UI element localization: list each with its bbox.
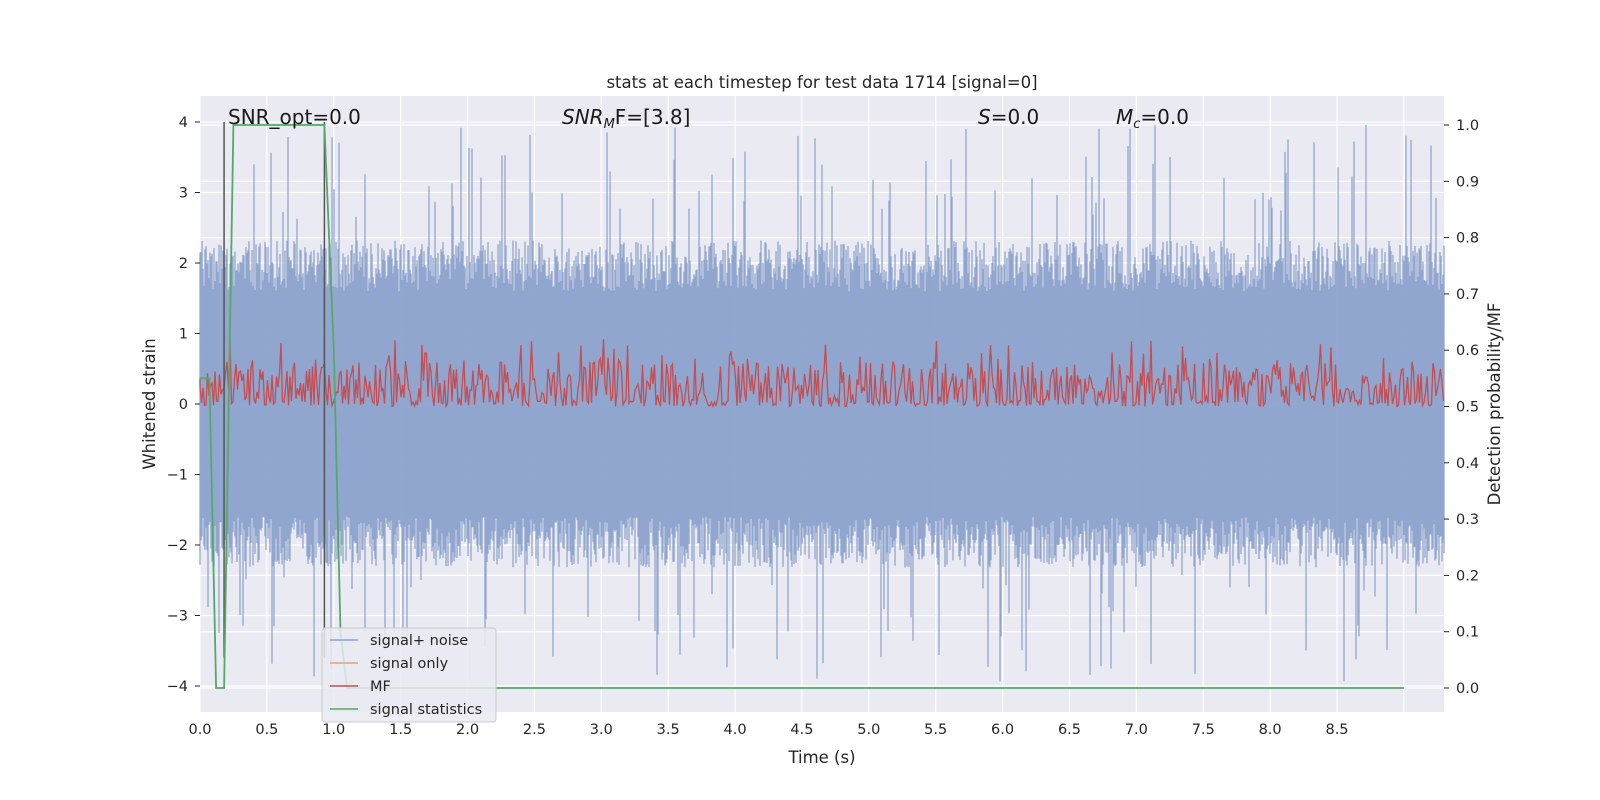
- y-right-tick-label: 0.3: [1456, 512, 1479, 528]
- y-tick-label: −2: [167, 538, 188, 554]
- legend-label-signal-statistics: signal statistics: [370, 702, 482, 718]
- legend-label-signal-noise: signal+ noise: [370, 633, 468, 649]
- x-tick-label: 5.5: [924, 722, 947, 738]
- x-tick-label: 7.5: [1192, 722, 1215, 738]
- x-tick-label: 1.5: [389, 722, 412, 738]
- y-axis-ticks: −4 −3 −2 −1 0 1 2 3 4: [167, 115, 200, 695]
- y-tick-label: 4: [179, 115, 188, 131]
- y-tick-label: −1: [167, 468, 188, 484]
- legend: signal+ noise signal only MF signal stat…: [321, 627, 497, 723]
- y-tick-label: −3: [167, 609, 188, 625]
- y-right-tick-label: 0.7: [1456, 287, 1479, 303]
- legend-box: [321, 627, 497, 723]
- mf-line: [199, 339, 1445, 409]
- x-axis-label: Time (s): [787, 748, 855, 767]
- legend-label-signal-only: signal only: [370, 656, 449, 672]
- x-tick-label: 1.0: [322, 722, 345, 738]
- x-tick-label: 7.0: [1125, 722, 1148, 738]
- y-right-tick-label: 0.1: [1456, 625, 1479, 641]
- snr-opt-annotation: SNR_opt=0.0: [228, 105, 361, 129]
- mc-rest: =0.0: [1140, 105, 1189, 129]
- s-var: S: [978, 105, 991, 129]
- x-tick-label: 0.5: [255, 722, 278, 738]
- legend-label-mf: MF: [370, 679, 391, 695]
- x-axis-ticks: 0.0 0.5 1.0 1.5 2.0 2.5 3.0 3.5 4.0 4.5 5.0 5.5 6.0 6…: [188, 722, 1348, 738]
- plot-area: [199, 122, 1445, 689]
- y-tick-label: −4: [167, 679, 188, 695]
- snr-mf-annotation: SNRMF=[3.8]: [562, 105, 690, 132]
- x-tick-label: 6.5: [1058, 722, 1081, 738]
- x-tick-label: 2.5: [523, 722, 546, 738]
- snr-mf-base: SNR: [562, 105, 604, 129]
- x-tick-label: 6.0: [991, 722, 1014, 738]
- y-right-tick-label: 0.0: [1456, 681, 1479, 697]
- s-annotation: S=0.0: [978, 105, 1039, 129]
- x-tick-label: 8.5: [1325, 722, 1348, 738]
- y-right-tick-label: 0.4: [1456, 456, 1479, 472]
- snr-mf-rest: F=[3.8]: [615, 105, 691, 129]
- y-right-tick-label: 0.5: [1456, 400, 1479, 416]
- y-tick-label: 0: [179, 397, 188, 413]
- x-tick-label: 3.5: [657, 722, 680, 738]
- y-right-tick-label: 0.6: [1456, 343, 1479, 359]
- mc-base: M: [1116, 105, 1133, 129]
- x-tick-label: 2.0: [456, 722, 479, 738]
- mc-annotation: Mc=0.0: [1116, 105, 1189, 132]
- y-right-tick-label: 1.0: [1456, 118, 1479, 134]
- y-tick-label: 1: [179, 327, 188, 343]
- x-tick-label: 4.5: [790, 722, 813, 738]
- y-tick-label: 2: [179, 256, 188, 272]
- x-tick-label: 3.0: [590, 722, 613, 738]
- y-right-tick-label: 0.8: [1456, 231, 1479, 247]
- chart-title: stats at each timestep for test data 171…: [606, 73, 1037, 92]
- mf-series: [199, 339, 1445, 409]
- y-right-tick-label: 0.9: [1456, 174, 1479, 190]
- x-tick-label: 4.0: [724, 722, 747, 738]
- y-axis-label: Whitened strain: [140, 338, 159, 469]
- snr-mf-sub: M: [604, 117, 615, 132]
- mc-sub: c: [1133, 117, 1140, 132]
- vertical-markers: [223, 122, 326, 658]
- s-rest: =0.0: [991, 105, 1040, 129]
- y-right-tick-label: 0.2: [1456, 568, 1479, 584]
- x-tick-label: 8.0: [1259, 722, 1282, 738]
- y-right-axis-label: Detection probability/MF: [1485, 303, 1504, 506]
- x-tick-label: 0.0: [188, 722, 211, 738]
- y-right-axis-ticks: 0.0 0.1 0.2 0.3 0.4 0.5 0.6 0.7 0.8 0.9 1.0: [1444, 118, 1479, 697]
- y-tick-label: 3: [179, 186, 188, 202]
- x-tick-label: 5.0: [857, 722, 880, 738]
